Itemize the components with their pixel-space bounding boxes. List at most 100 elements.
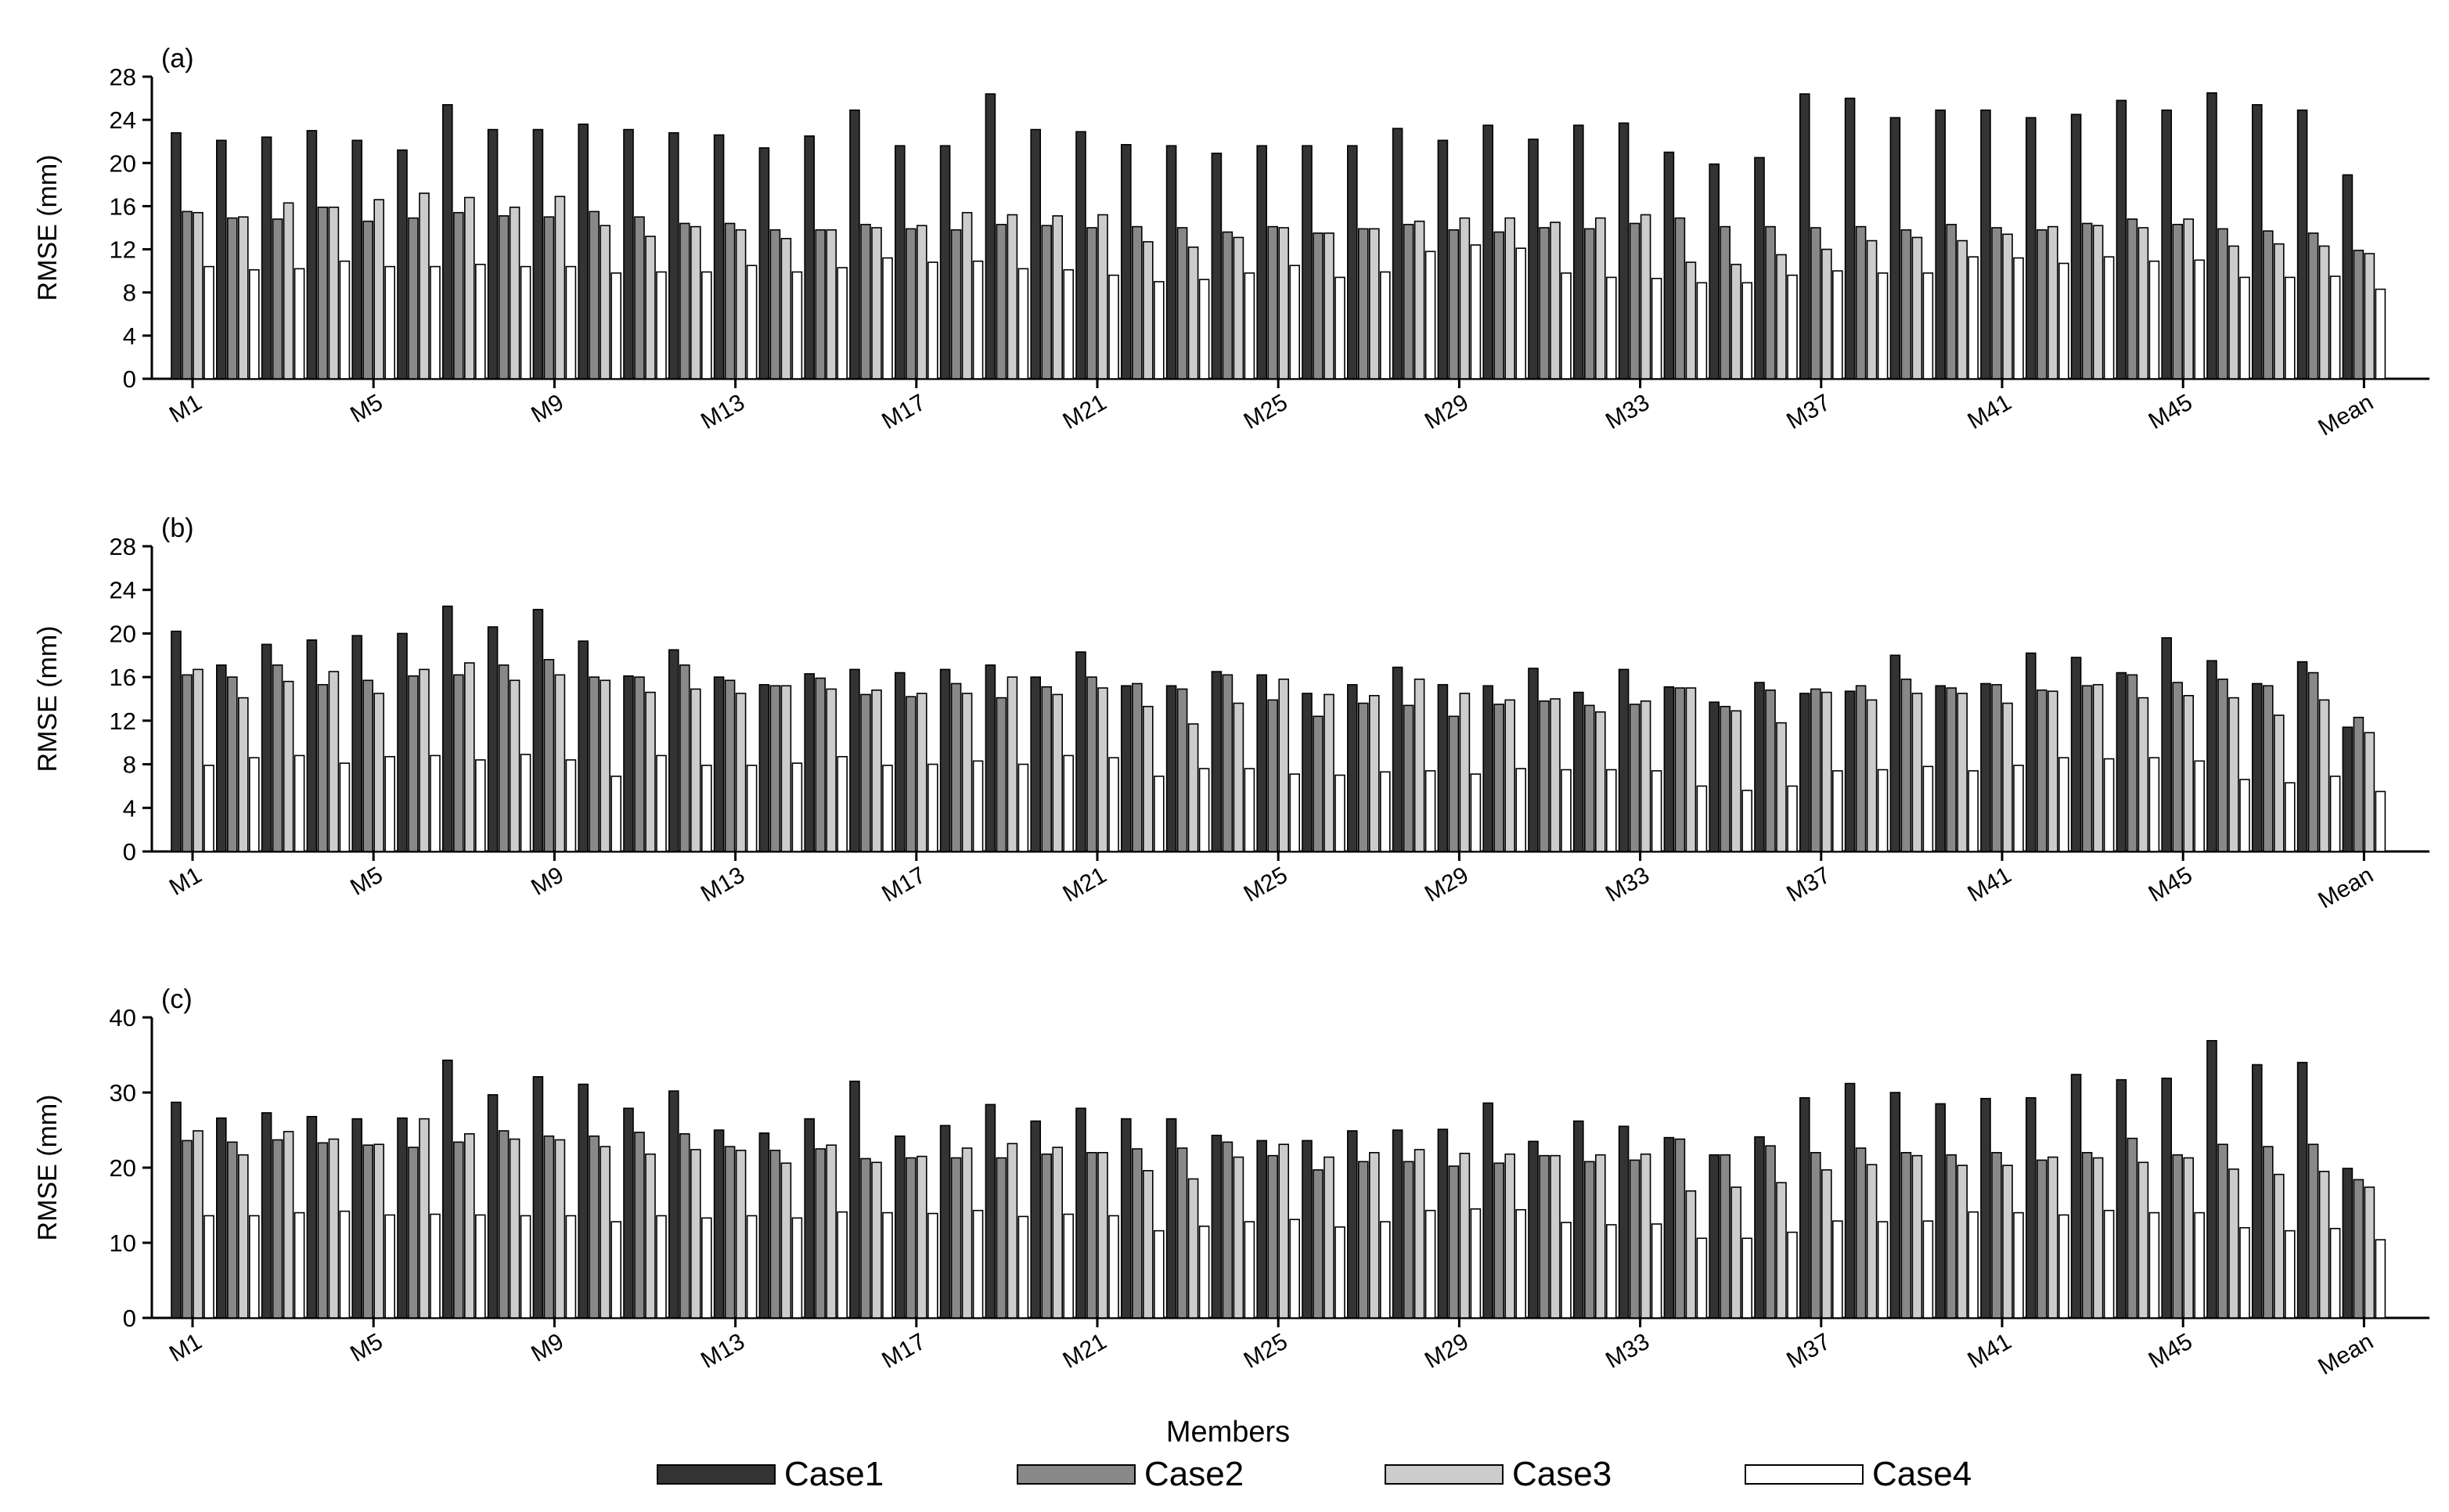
bar xyxy=(837,1211,848,1319)
y-tick-label: 0 xyxy=(123,365,136,393)
bar xyxy=(226,676,238,852)
bar xyxy=(1470,1208,1482,1319)
bar xyxy=(2228,245,2239,380)
x-tick-label: M13 xyxy=(697,1328,749,1373)
bar xyxy=(520,265,531,380)
bar xyxy=(554,674,566,852)
bar xyxy=(317,207,329,380)
bar xyxy=(600,679,611,852)
bar xyxy=(1674,217,1686,380)
bar xyxy=(2137,1161,2149,1319)
bar xyxy=(758,684,770,852)
bar xyxy=(1414,679,1425,852)
bar xyxy=(1165,1118,1177,1319)
bar xyxy=(2103,1209,2115,1319)
bar xyxy=(1968,256,1979,380)
x-tick-label: M37 xyxy=(1782,862,1835,907)
bar xyxy=(849,1080,860,1319)
bar xyxy=(1844,690,1856,852)
bar xyxy=(2364,253,2375,380)
bar xyxy=(543,1135,555,1319)
x-tick-label: M21 xyxy=(1058,862,1111,907)
bar xyxy=(1414,1149,1425,1319)
bar xyxy=(306,130,318,380)
bar xyxy=(283,1131,294,1319)
x-tick-label: M45 xyxy=(2145,1328,2197,1373)
bar xyxy=(463,1133,475,1319)
x-tick-label: M21 xyxy=(1058,1328,1111,1373)
bar xyxy=(735,229,747,380)
bar xyxy=(2002,702,2013,852)
legend-swatch xyxy=(1745,1464,1864,1485)
bar xyxy=(339,762,351,852)
bar xyxy=(2375,288,2386,380)
bar xyxy=(780,685,792,852)
bar xyxy=(1424,1209,1436,1319)
bar xyxy=(441,605,453,852)
bar xyxy=(1573,1120,1584,1319)
x-tick-label: M29 xyxy=(1421,389,1473,434)
bar xyxy=(1776,722,1787,852)
bar xyxy=(1187,1178,1199,1319)
x-tick-label: M1 xyxy=(165,862,207,900)
bar xyxy=(2296,1061,2308,1319)
bar xyxy=(1403,704,1414,852)
bar xyxy=(1448,229,1460,380)
bar xyxy=(532,128,544,380)
bar xyxy=(939,145,951,380)
bar xyxy=(1855,1147,1867,1319)
bar xyxy=(1403,1161,1414,1319)
bar xyxy=(961,211,973,380)
bar xyxy=(2183,695,2194,852)
bar xyxy=(2375,790,2386,852)
bar xyxy=(509,1138,520,1319)
x-tick-label: M41 xyxy=(1963,389,2015,434)
bar xyxy=(2375,1239,2386,1319)
bar xyxy=(871,227,882,380)
x-tick-label: M1 xyxy=(165,1328,207,1366)
x-tick-label: Mean xyxy=(2314,389,2377,441)
bar xyxy=(237,697,249,852)
bar xyxy=(2092,684,2104,852)
bar xyxy=(1448,1165,1460,1319)
bar xyxy=(578,123,589,380)
bar xyxy=(1017,763,1029,852)
bar xyxy=(1121,1118,1132,1319)
bar xyxy=(1877,769,1889,852)
bar xyxy=(509,207,520,380)
bar xyxy=(1233,236,1244,380)
x-tick-label: M17 xyxy=(877,1328,930,1373)
bar xyxy=(248,1215,260,1319)
bar xyxy=(1289,1219,1300,1319)
bar xyxy=(1754,157,1765,380)
x-tick-label: M9 xyxy=(527,862,568,900)
bar xyxy=(2285,1229,2296,1319)
bar xyxy=(1696,785,1708,852)
bar xyxy=(1504,699,1515,852)
bar xyxy=(2228,697,2239,852)
bar xyxy=(1222,231,1234,380)
bar xyxy=(543,659,555,852)
bar xyxy=(373,199,385,380)
bar xyxy=(815,677,826,852)
bar xyxy=(1935,109,1946,380)
bar xyxy=(1459,217,1471,380)
bar xyxy=(237,216,249,380)
bar xyxy=(1832,270,1843,380)
bar xyxy=(362,1144,374,1319)
bar xyxy=(849,668,860,852)
bar xyxy=(1256,145,1267,380)
bar xyxy=(1222,674,1234,852)
bar xyxy=(430,1213,441,1319)
bar xyxy=(1187,723,1199,852)
bar xyxy=(1121,144,1132,380)
bar xyxy=(2116,99,2127,380)
bar xyxy=(384,1214,396,1319)
x-tick-label: M33 xyxy=(1601,389,1654,434)
x-tick-label: M17 xyxy=(877,862,930,907)
bar xyxy=(2092,1157,2104,1319)
bar xyxy=(2263,1146,2274,1319)
bar xyxy=(2239,1227,2250,1319)
bar xyxy=(1663,686,1675,852)
bar xyxy=(1651,770,1662,852)
